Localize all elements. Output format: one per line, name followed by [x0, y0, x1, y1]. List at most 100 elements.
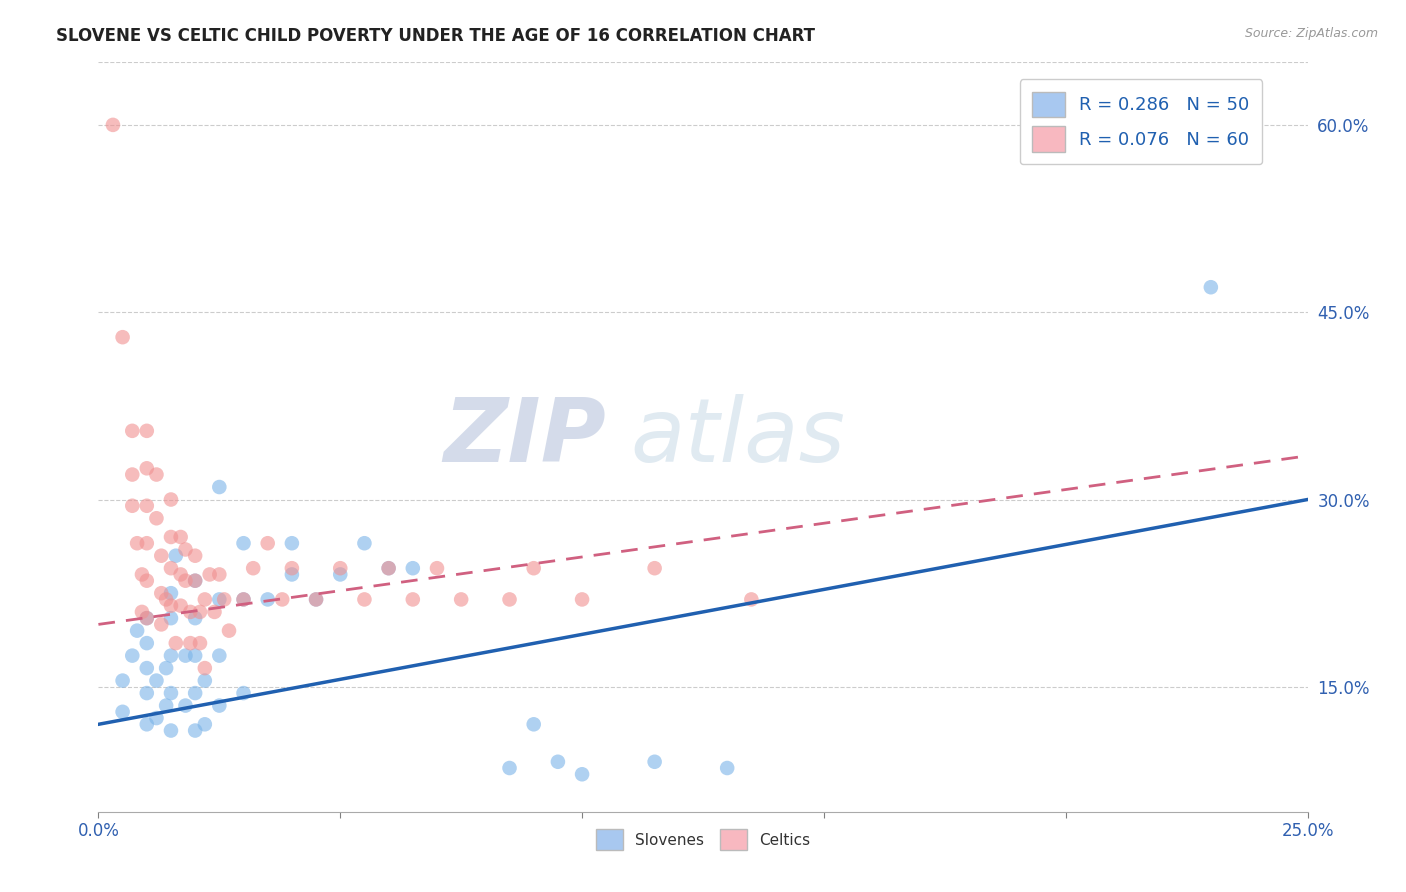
- Point: [188, 605, 211, 619]
- Point: [179, 636, 201, 650]
- Point: [208, 648, 231, 663]
- Point: [571, 767, 593, 781]
- Point: [194, 661, 217, 675]
- Point: [135, 717, 157, 731]
- Point: [305, 592, 328, 607]
- Point: [160, 492, 183, 507]
- Point: [329, 561, 352, 575]
- Point: [218, 624, 240, 638]
- Point: [145, 673, 167, 688]
- Point: [150, 549, 173, 563]
- Point: [184, 549, 207, 563]
- Point: [523, 717, 546, 731]
- Text: atlas: atlas: [630, 394, 845, 480]
- Point: [135, 499, 157, 513]
- Point: [281, 561, 304, 575]
- Point: [179, 605, 201, 619]
- Point: [135, 611, 157, 625]
- Point: [232, 686, 254, 700]
- Point: [131, 567, 153, 582]
- Point: [150, 617, 173, 632]
- Point: [232, 536, 254, 550]
- Point: [169, 567, 191, 582]
- Point: [523, 561, 546, 575]
- Point: [232, 592, 254, 607]
- Point: [281, 567, 304, 582]
- Point: [184, 648, 207, 663]
- Point: [716, 761, 738, 775]
- Point: [402, 592, 425, 607]
- Point: [256, 536, 278, 550]
- Point: [271, 592, 294, 607]
- Point: [160, 561, 183, 575]
- Point: [547, 755, 569, 769]
- Point: [135, 686, 157, 700]
- Point: [305, 592, 328, 607]
- Point: [127, 624, 149, 638]
- Point: [281, 536, 304, 550]
- Point: [131, 605, 153, 619]
- Point: [498, 592, 520, 607]
- Point: [174, 648, 197, 663]
- Point: [184, 574, 207, 588]
- Point: [155, 698, 177, 713]
- Point: [160, 530, 183, 544]
- Point: [165, 549, 187, 563]
- Point: [174, 698, 197, 713]
- Point: [121, 424, 143, 438]
- Text: ZIP: ZIP: [443, 393, 606, 481]
- Point: [160, 611, 183, 625]
- Point: [208, 567, 231, 582]
- Point: [377, 561, 399, 575]
- Point: [740, 592, 762, 607]
- Point: [194, 717, 217, 731]
- Point: [402, 561, 425, 575]
- Point: [256, 592, 278, 607]
- Point: [155, 661, 177, 675]
- Point: [194, 673, 217, 688]
- Point: [232, 592, 254, 607]
- Text: SLOVENE VS CELTIC CHILD POVERTY UNDER THE AGE OF 16 CORRELATION CHART: SLOVENE VS CELTIC CHILD POVERTY UNDER TH…: [56, 27, 815, 45]
- Point: [353, 536, 375, 550]
- Point: [135, 661, 157, 675]
- Point: [498, 761, 520, 775]
- Point: [174, 542, 197, 557]
- Point: [160, 686, 183, 700]
- Point: [160, 586, 183, 600]
- Point: [111, 673, 134, 688]
- Point: [353, 592, 375, 607]
- Point: [242, 561, 264, 575]
- Point: [194, 592, 217, 607]
- Point: [184, 723, 207, 738]
- Point: [169, 599, 191, 613]
- Point: [571, 592, 593, 607]
- Point: [111, 705, 134, 719]
- Point: [198, 567, 221, 582]
- Point: [644, 561, 666, 575]
- Point: [145, 511, 167, 525]
- Point: [165, 636, 187, 650]
- Point: [135, 461, 157, 475]
- Point: [145, 711, 167, 725]
- Point: [135, 574, 157, 588]
- Point: [184, 574, 207, 588]
- Point: [121, 499, 143, 513]
- Point: [135, 636, 157, 650]
- Point: [135, 424, 157, 438]
- Point: [145, 467, 167, 482]
- Point: [169, 530, 191, 544]
- Point: [160, 599, 183, 613]
- Point: [160, 648, 183, 663]
- Point: [426, 561, 449, 575]
- Point: [135, 611, 157, 625]
- Point: [188, 636, 211, 650]
- Point: [208, 592, 231, 607]
- Point: [111, 330, 134, 344]
- Point: [208, 480, 231, 494]
- Point: [644, 755, 666, 769]
- Point: [155, 592, 177, 607]
- Point: [174, 574, 197, 588]
- Legend: Slovenes, Celtics: Slovenes, Celtics: [589, 822, 817, 856]
- Point: [1199, 280, 1222, 294]
- Text: Source: ZipAtlas.com: Source: ZipAtlas.com: [1244, 27, 1378, 40]
